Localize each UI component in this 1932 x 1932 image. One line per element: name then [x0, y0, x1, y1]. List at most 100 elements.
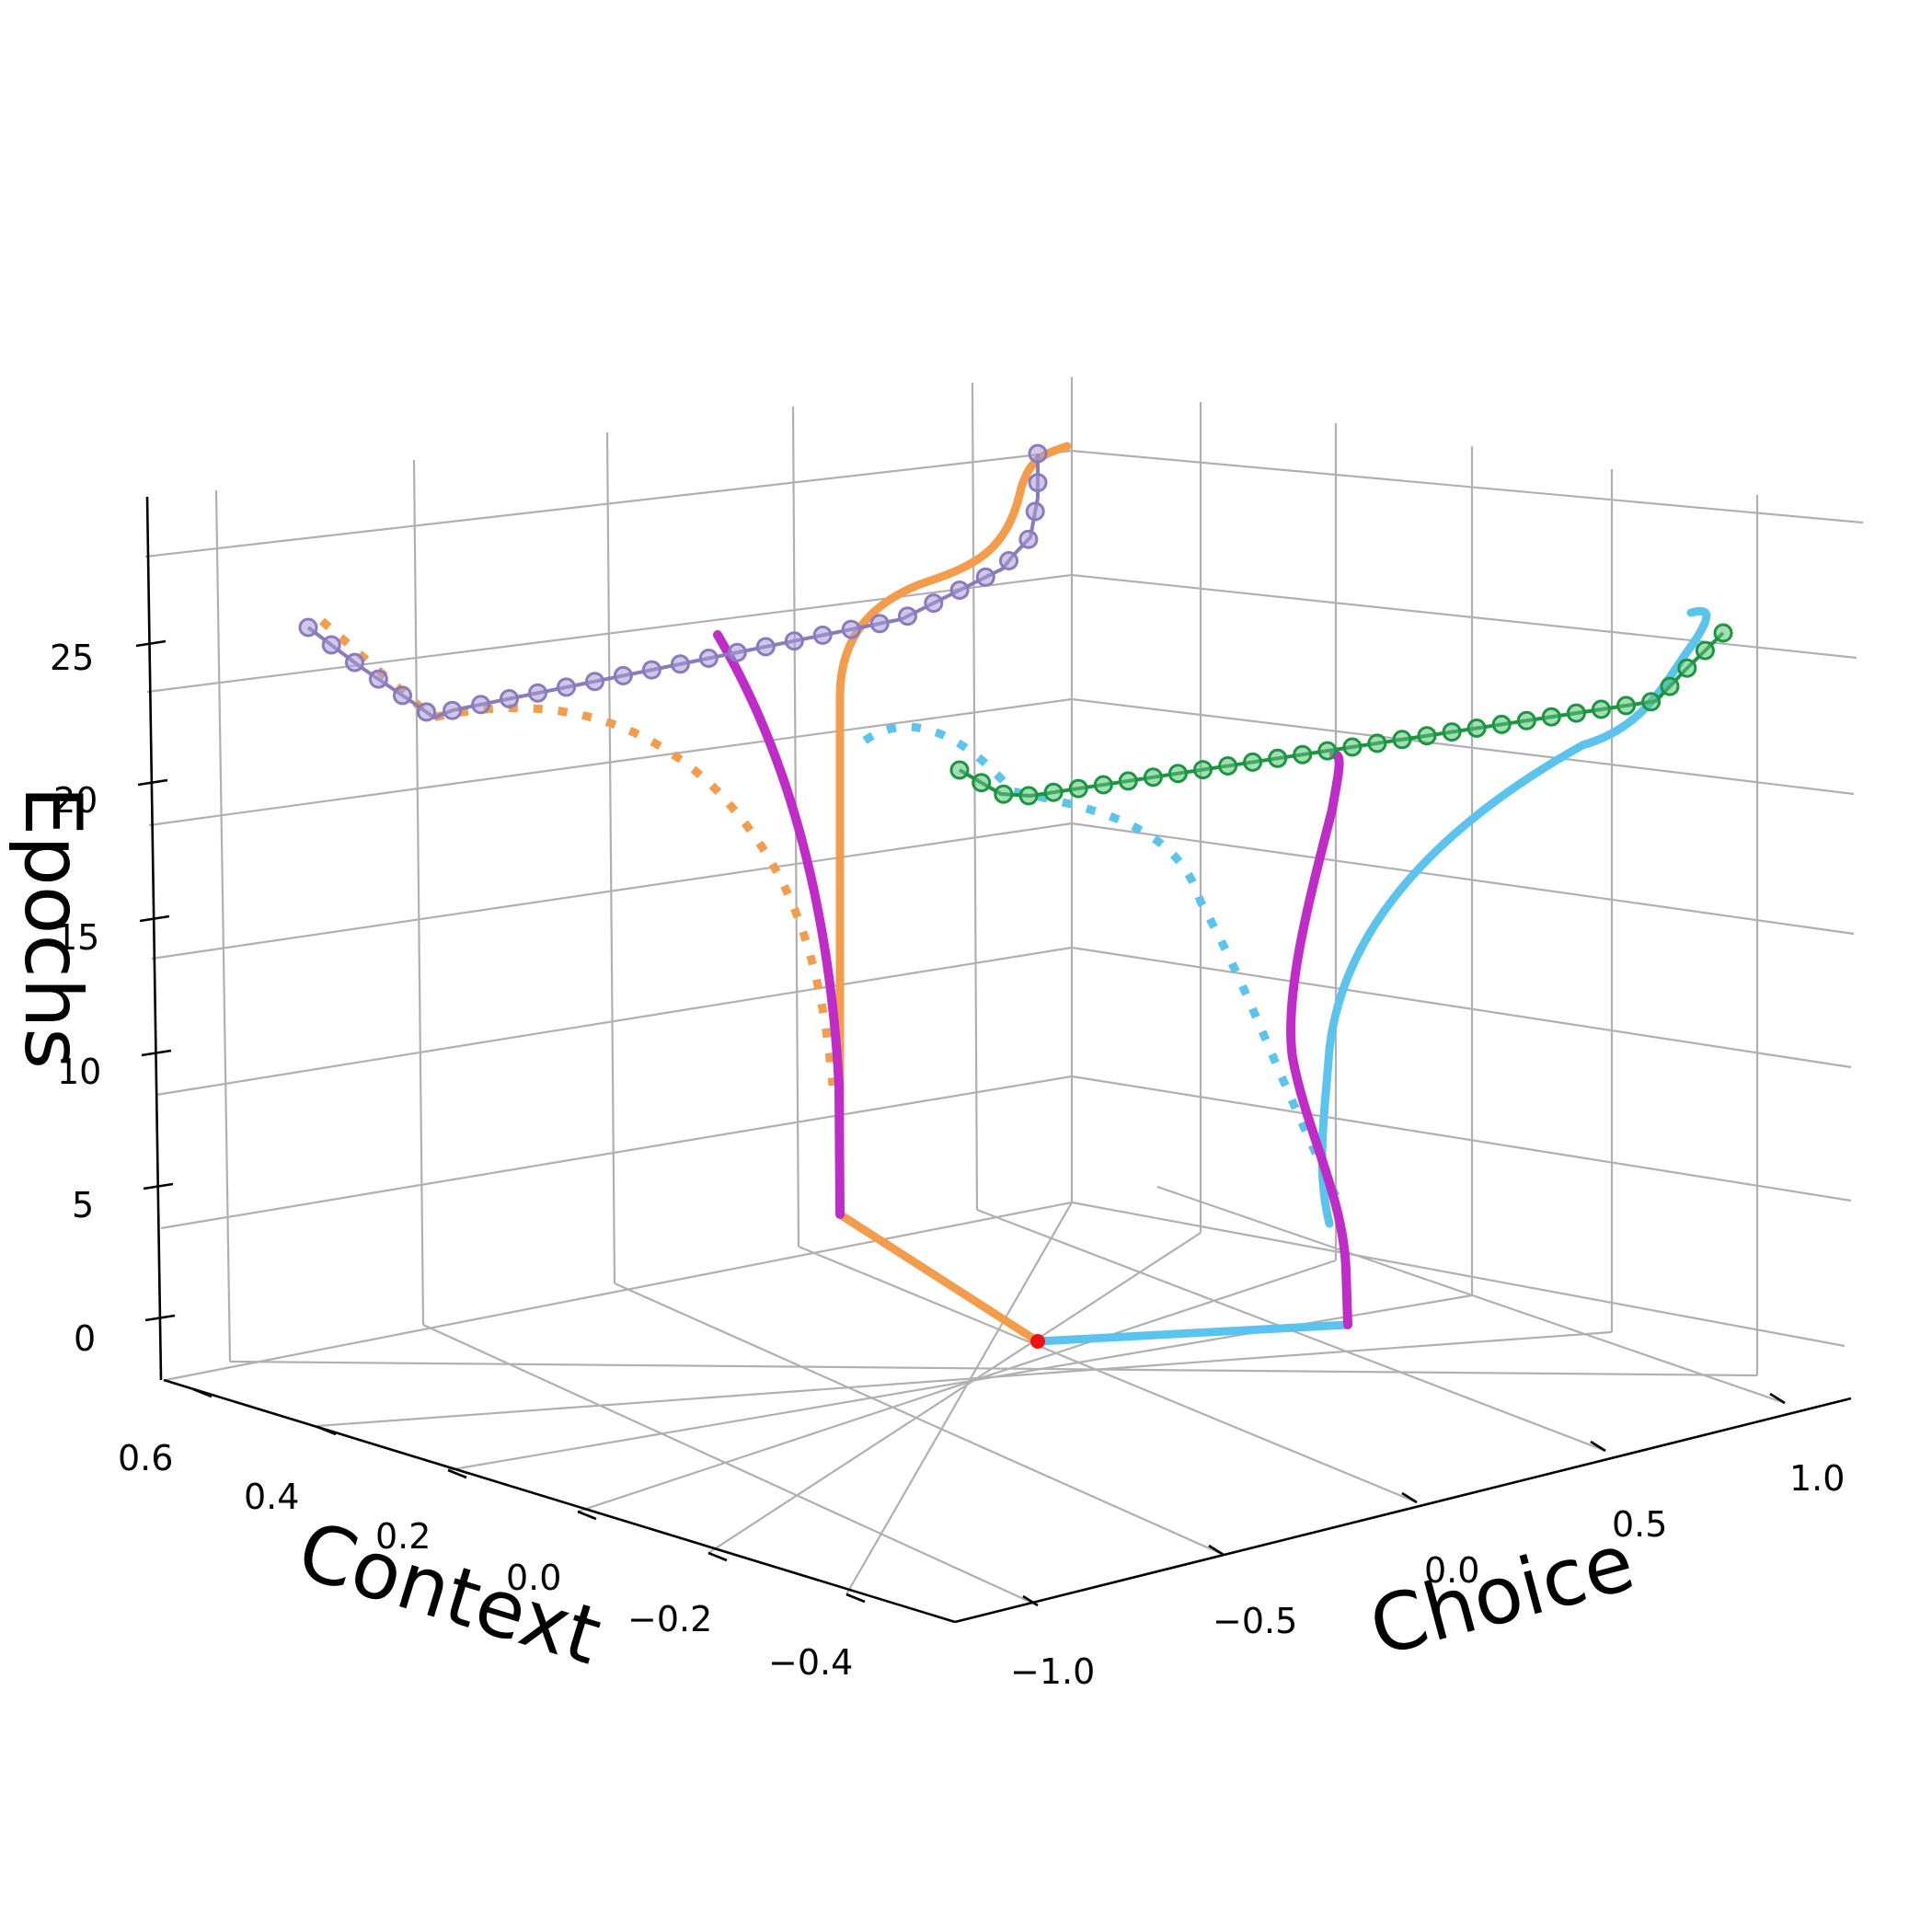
purple-marker	[784, 631, 804, 651]
purple-marker	[949, 581, 970, 600]
purple-marker	[471, 695, 491, 715]
purple-marker	[999, 551, 1018, 570]
green-marker	[1591, 699, 1611, 719]
green-marker	[1466, 719, 1487, 738]
purple-marker	[975, 567, 995, 587]
x-tick-label: −1.0	[1010, 1651, 1095, 1692]
purple-marker	[368, 669, 388, 689]
z-axis-ticks: 0 5 10 15 20 25	[50, 638, 176, 1359]
purple-marker	[585, 672, 604, 692]
magenta-left-trajectory	[713, 630, 845, 1219]
z-tick-label: 25	[50, 638, 94, 678]
green-marker	[1193, 760, 1213, 780]
x-axis-label: Choice	[1361, 1516, 1643, 1674]
purple-marker	[321, 635, 341, 655]
green-marker	[1268, 748, 1288, 768]
purple-marker	[345, 652, 364, 673]
green-marker	[1118, 771, 1138, 791]
purple-marker	[869, 614, 890, 634]
z-tick-label: 0	[74, 1318, 96, 1359]
green-marker	[1417, 726, 1437, 746]
purple-marker	[443, 700, 463, 720]
y-axis-label: Context	[288, 1504, 611, 1683]
orange-solid-trajectory	[835, 442, 1072, 1346]
purple-marker	[393, 685, 412, 706]
green-marker	[1367, 733, 1387, 753]
green-marker	[1516, 710, 1536, 730]
purple-marker	[1028, 443, 1048, 464]
green-marker	[1695, 640, 1715, 661]
x-tick-label: 0.0	[1424, 1550, 1479, 1591]
purple-marker	[841, 619, 861, 639]
green-marker	[1093, 775, 1113, 795]
green-marker	[1068, 778, 1088, 799]
y-tick-label: −0.2	[627, 1599, 712, 1639]
purple-markers	[298, 443, 1048, 722]
x-tick-label: −0.5	[1213, 1601, 1297, 1641]
purple-marker	[698, 649, 719, 668]
purple-marker	[1028, 473, 1048, 493]
green-marker	[1491, 714, 1512, 734]
green-marker	[1566, 703, 1586, 723]
purple-marker	[670, 654, 690, 674]
green-marker	[1218, 756, 1238, 776]
y-tick-label: 0.2	[375, 1516, 431, 1557]
z-axis-label: Epochs	[6, 786, 98, 1069]
purple-marker	[727, 642, 747, 662]
trajectories	[298, 442, 1733, 1349]
x-axis-ticks: −1.0 −0.5 0.0 0.5 1.0	[1010, 1392, 1845, 1692]
purple-marker	[1025, 501, 1045, 522]
blue-dotted-trajectory	[862, 722, 1340, 1198]
axis-lines	[145, 496, 1852, 1624]
green-markers	[949, 623, 1733, 806]
green-marker	[994, 784, 1014, 804]
y-axis-ticks: 0.6 0.4 0.2 0.0 −0.2 −0.4	[118, 1387, 866, 1683]
green-marker	[1143, 767, 1163, 788]
green-marker	[1018, 786, 1039, 806]
purple-marker	[298, 617, 318, 638]
purple-marker	[898, 606, 917, 627]
green-marker	[949, 760, 970, 780]
green-marker	[1043, 782, 1064, 802]
green-marker	[1616, 696, 1636, 716]
green-marker	[1392, 730, 1412, 750]
magenta-right-trajectory	[1286, 750, 1352, 1329]
purple-marker	[641, 660, 661, 680]
z-tick-label: 5	[72, 1185, 94, 1225]
blue-solid-trajectory	[1033, 606, 1711, 1346]
green-marker	[1317, 741, 1338, 761]
y-tick-label: −0.4	[768, 1642, 853, 1683]
z-tick-label: 15	[55, 917, 99, 958]
origin-point	[1030, 1334, 1045, 1349]
purple-marker	[1018, 529, 1039, 549]
x-tick-label: 1.0	[1789, 1458, 1845, 1499]
green-marker	[1660, 676, 1680, 696]
green-marker	[1342, 737, 1363, 757]
purple-marker	[557, 677, 576, 697]
purple-marker	[924, 593, 944, 614]
y-tick-label: 0.4	[244, 1477, 299, 1517]
green-marker	[1677, 658, 1697, 678]
purple-marker	[528, 683, 547, 703]
z-tick-label: 10	[57, 1052, 101, 1092]
purple-marker	[755, 637, 776, 657]
purple-marker	[417, 702, 436, 722]
z-tick-label: 20	[53, 780, 98, 821]
green-marker	[1713, 623, 1733, 643]
purple-marker	[613, 665, 633, 685]
purple-marker	[500, 689, 519, 708]
green-marker	[1167, 764, 1188, 784]
green-marker	[1243, 752, 1263, 772]
green-marker	[972, 773, 992, 793]
x-tick-label: 0.5	[1612, 1504, 1667, 1545]
green-marker	[1293, 744, 1313, 765]
green-marker	[1442, 722, 1462, 742]
orange-dotted-trajectory	[319, 617, 837, 1087]
y-tick-label: 0.0	[506, 1558, 561, 1598]
green-marker	[1641, 692, 1662, 712]
purple-marker	[812, 625, 833, 645]
y-tick-label: 0.6	[118, 1438, 173, 1478]
green-marker	[1541, 707, 1561, 727]
